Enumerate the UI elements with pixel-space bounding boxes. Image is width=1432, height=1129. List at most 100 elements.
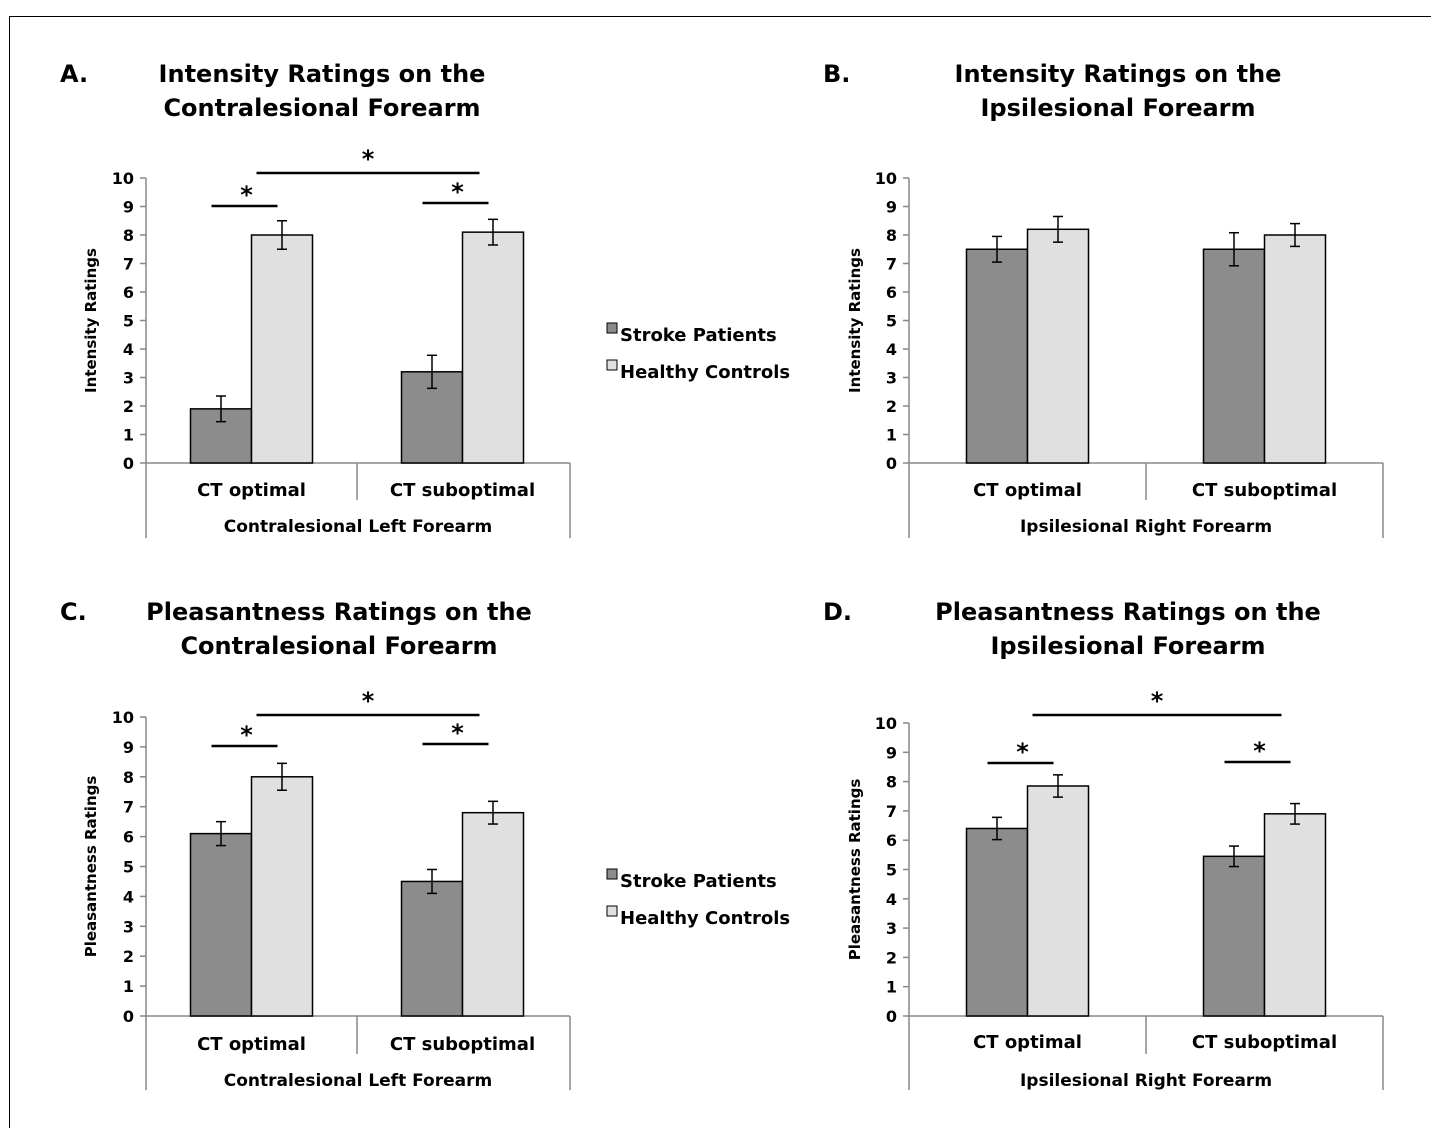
- significance-asterisk: *: [240, 721, 253, 749]
- panel-letter: B.: [823, 60, 850, 88]
- bar-healthy-controls: [250, 776, 314, 1017]
- y-tick-label: 8: [123, 768, 134, 787]
- significance-asterisk: *: [451, 178, 464, 206]
- y-axis-label: Pleasantness Ratings: [846, 779, 864, 961]
- chart-title-line: Contralesional Forearm: [163, 94, 480, 122]
- y-tick-label: 0: [123, 454, 134, 473]
- y-axis-label: Intensity Ratings: [846, 248, 864, 393]
- panel-letter: C.: [60, 598, 87, 626]
- y-tick-label: 2: [886, 397, 897, 416]
- chart-title-line: Ipsilesional Forearm: [990, 632, 1265, 660]
- legend-label: Healthy Controls: [620, 362, 790, 383]
- x-group-label: Ipsilesional Right Forearm: [1020, 1071, 1272, 1091]
- y-tick-label: 2: [123, 397, 134, 416]
- chart-title-line: Contralesional Forearm: [180, 632, 497, 660]
- panel-letter: A.: [60, 60, 88, 88]
- significance-asterisk: *: [362, 687, 375, 715]
- y-tick-label: 5: [123, 312, 134, 331]
- bar-stroke-patients: [1202, 248, 1266, 464]
- legend-swatch-stroke-patients: [606, 868, 618, 880]
- y-tick-label: 6: [123, 828, 134, 847]
- bar-healthy-controls: [1263, 813, 1327, 1017]
- bar-stroke-patients: [400, 880, 464, 1017]
- y-tick-label: 2: [886, 948, 897, 967]
- y-tick-label: 7: [886, 802, 897, 821]
- y-tick-label: 10: [112, 169, 134, 188]
- bar-stroke-patients: [189, 832, 253, 1017]
- y-tick-label: 1: [886, 978, 897, 997]
- chart-title-line: Ipsilesional Forearm: [980, 94, 1255, 122]
- bar-healthy-controls: [250, 234, 314, 464]
- chart-title-line: Pleasantness Ratings on the: [146, 598, 532, 626]
- y-tick-label: 3: [886, 919, 897, 938]
- significance-asterisk: *: [1253, 737, 1266, 765]
- x-category-label: CT suboptimal: [1192, 1032, 1337, 1053]
- bar-healthy-controls: [461, 811, 525, 1017]
- legend-swatch-healthy-controls: [606, 905, 618, 917]
- y-tick-label: 0: [123, 1007, 134, 1026]
- bar-healthy-controls: [1263, 234, 1327, 464]
- x-category-label: CT suboptimal: [390, 480, 535, 501]
- y-tick-label: 3: [886, 369, 897, 388]
- legend: Stroke Patients Healthy Controls: [606, 322, 790, 383]
- chart-title-line: Intensity Ratings on the: [955, 60, 1282, 88]
- significance-asterisk: *: [1151, 687, 1164, 715]
- y-tick-label: 6: [886, 831, 897, 850]
- y-axis-label: Intensity Ratings: [82, 248, 100, 393]
- chart-panel-c: C. Pleasantness Ratings on the Contralesio…: [60, 598, 571, 1091]
- x-category-label: CT optimal: [197, 480, 306, 501]
- y-tick-label: 4: [886, 340, 897, 359]
- x-category-label: CT suboptimal: [1192, 480, 1337, 501]
- y-tick-label: 10: [112, 708, 134, 727]
- x-category-label: CT optimal: [197, 1034, 306, 1055]
- y-tick-label: 9: [886, 743, 897, 762]
- x-group-label: Contralesional Left Forearm: [224, 517, 492, 537]
- x-group-label: Ipsilesional Right Forearm: [1020, 517, 1272, 537]
- y-tick-label: 9: [123, 198, 134, 217]
- y-tick-label: 9: [886, 198, 897, 217]
- panel-letter: D.: [823, 598, 852, 626]
- legend-swatch-healthy-controls: [606, 359, 618, 371]
- bar-healthy-controls: [461, 231, 525, 464]
- y-tick-label: 3: [123, 917, 134, 936]
- significance-asterisk: *: [240, 181, 253, 209]
- y-tick-label: 1: [123, 426, 134, 445]
- bar-stroke-patients: [965, 827, 1029, 1017]
- figure-frame: [9, 16, 1431, 1128]
- bar-healthy-controls: [1026, 228, 1090, 464]
- y-tick-label: 3: [123, 369, 134, 388]
- legend-label: Healthy Controls: [620, 908, 790, 929]
- legend-label: Stroke Patients: [620, 325, 777, 346]
- y-tick-label: 4: [123, 340, 134, 359]
- x-category-label: CT optimal: [973, 480, 1082, 501]
- legend-swatch-stroke-patients: [606, 322, 618, 334]
- chart-title-line: Intensity Ratings on the: [159, 60, 486, 88]
- y-tick-label: 8: [886, 773, 897, 792]
- chart-title-line: Pleasantness Ratings on the: [935, 598, 1321, 626]
- legend-label: Stroke Patients: [620, 871, 777, 892]
- y-axis-label: Pleasantness Ratings: [82, 776, 100, 958]
- chart-panel-a: A. Intensity Ratings on the Contralesional…: [60, 60, 571, 538]
- y-tick-label: 4: [886, 890, 897, 909]
- y-tick-label: 10: [875, 714, 897, 733]
- y-tick-label: 1: [886, 426, 897, 445]
- y-tick-label: 0: [886, 454, 897, 473]
- y-tick-label: 4: [123, 887, 134, 906]
- y-tick-label: 6: [886, 283, 897, 302]
- y-tick-label: 1: [123, 977, 134, 996]
- x-category-label: CT optimal: [973, 1032, 1082, 1053]
- y-tick-label: 2: [123, 947, 134, 966]
- y-tick-label: 6: [123, 283, 134, 302]
- y-tick-label: 0: [886, 1007, 897, 1026]
- y-tick-label: 9: [123, 738, 134, 757]
- y-tick-label: 5: [886, 861, 897, 880]
- y-tick-label: 7: [886, 255, 897, 274]
- y-tick-label: 5: [123, 858, 134, 877]
- y-tick-label: 7: [123, 798, 134, 817]
- significance-asterisk: *: [451, 719, 464, 747]
- chart-panel-d: D. Pleasantness Ratings on the Ipsilesiona…: [823, 598, 1384, 1091]
- significance-asterisk: *: [1016, 738, 1029, 766]
- significance-asterisk: *: [362, 145, 375, 173]
- y-tick-label: 5: [886, 312, 897, 331]
